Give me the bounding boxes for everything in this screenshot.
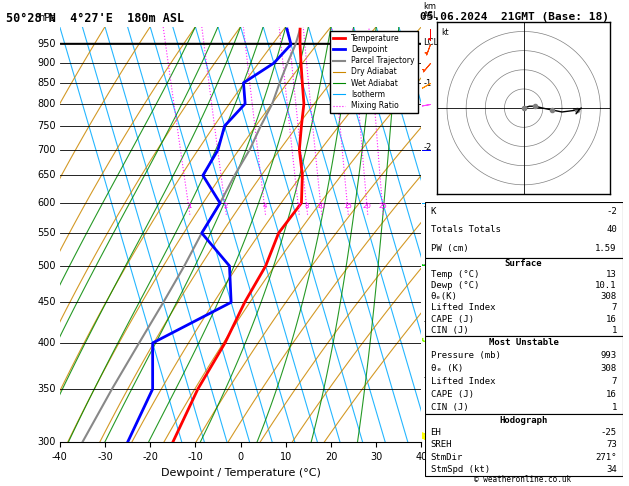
Text: 2: 2 — [223, 203, 228, 209]
Text: 13: 13 — [606, 270, 617, 279]
Text: 800: 800 — [38, 99, 56, 109]
Text: 750: 750 — [38, 121, 56, 131]
Text: CAPE (J): CAPE (J) — [430, 314, 474, 324]
Text: K: K — [430, 207, 436, 215]
Text: 10.1: 10.1 — [595, 281, 617, 290]
Text: Surface: Surface — [505, 259, 542, 268]
Text: -3: -3 — [423, 202, 431, 211]
Text: 50°28'N  4°27'E  180m ASL: 50°28'N 4°27'E 180m ASL — [6, 12, 184, 25]
Bar — [425, 258, 623, 336]
Text: 15: 15 — [343, 203, 352, 209]
Text: StmSpd (kt): StmSpd (kt) — [430, 465, 489, 474]
Text: StmDir: StmDir — [430, 452, 463, 462]
Text: -2: -2 — [606, 207, 617, 215]
Text: LCL: LCL — [423, 38, 438, 47]
Text: 600: 600 — [38, 198, 56, 208]
Text: 650: 650 — [38, 171, 56, 180]
Text: 25: 25 — [378, 203, 387, 209]
Text: Totals Totals: Totals Totals — [430, 225, 501, 234]
Text: θₑ(K): θₑ(K) — [430, 292, 457, 301]
Text: EH: EH — [430, 428, 442, 437]
Text: PW (cm): PW (cm) — [430, 244, 468, 253]
Text: -6: -6 — [423, 373, 431, 382]
Text: -7: -7 — [423, 429, 431, 438]
Text: Dewp (°C): Dewp (°C) — [430, 281, 479, 290]
Text: 40: 40 — [606, 225, 617, 234]
Text: 993: 993 — [601, 351, 617, 360]
Text: θₑ (K): θₑ (K) — [430, 364, 463, 373]
Text: 1.59: 1.59 — [595, 244, 617, 253]
Text: -5: -5 — [423, 317, 431, 326]
Text: 20: 20 — [363, 203, 372, 209]
Text: -4: -4 — [423, 260, 431, 269]
Text: 8: 8 — [304, 203, 309, 209]
Text: 16: 16 — [606, 390, 617, 399]
Text: Lifted Index: Lifted Index — [430, 303, 495, 312]
Text: km
ASL: km ASL — [423, 2, 439, 20]
Text: 10: 10 — [316, 203, 326, 209]
Bar — [425, 336, 623, 414]
Text: 7: 7 — [296, 203, 301, 209]
Text: 1: 1 — [611, 326, 617, 335]
Text: 1: 1 — [611, 403, 617, 412]
Text: 16: 16 — [606, 314, 617, 324]
Text: 900: 900 — [38, 58, 56, 68]
Text: Lifted Index: Lifted Index — [430, 377, 495, 386]
Text: 850: 850 — [38, 78, 56, 88]
Text: -1: -1 — [423, 79, 431, 88]
Text: 550: 550 — [38, 228, 56, 238]
Text: 7: 7 — [611, 377, 617, 386]
Text: 308: 308 — [601, 292, 617, 301]
Text: 1: 1 — [187, 203, 191, 209]
Text: 7: 7 — [611, 303, 617, 312]
Text: kt: kt — [441, 28, 449, 36]
Text: 350: 350 — [38, 384, 56, 394]
Text: Pressure (mb): Pressure (mb) — [430, 351, 501, 360]
Text: 950: 950 — [38, 39, 56, 50]
Text: 300: 300 — [38, 437, 56, 447]
Text: hPa: hPa — [38, 13, 56, 22]
Text: CIN (J): CIN (J) — [430, 326, 468, 335]
Text: SREH: SREH — [430, 440, 452, 450]
Text: Most Unstable: Most Unstable — [489, 338, 559, 347]
Text: Temp (°C): Temp (°C) — [430, 270, 479, 279]
Text: Hodograph: Hodograph — [499, 416, 548, 425]
Text: 34: 34 — [606, 465, 617, 474]
Text: 4: 4 — [262, 203, 267, 209]
Text: CAPE (J): CAPE (J) — [430, 390, 474, 399]
Text: © weatheronline.co.uk: © weatheronline.co.uk — [474, 474, 571, 484]
Text: 400: 400 — [38, 338, 56, 348]
Text: 700: 700 — [38, 145, 56, 155]
Text: 05.06.2024  21GMT (Base: 18): 05.06.2024 21GMT (Base: 18) — [420, 12, 609, 22]
Legend: Temperature, Dewpoint, Parcel Trajectory, Dry Adiabat, Wet Adiabat, Isotherm, Mi: Temperature, Dewpoint, Parcel Trajectory… — [330, 31, 418, 113]
Text: 73: 73 — [606, 440, 617, 450]
Bar — [425, 202, 623, 258]
Text: -25: -25 — [601, 428, 617, 437]
Text: 500: 500 — [38, 261, 56, 271]
Text: 308: 308 — [601, 364, 617, 373]
Text: CIN (J): CIN (J) — [430, 403, 468, 412]
Text: 271°: 271° — [595, 452, 617, 462]
X-axis label: Dewpoint / Temperature (°C): Dewpoint / Temperature (°C) — [160, 468, 321, 478]
Text: -2: -2 — [423, 143, 431, 152]
Text: 450: 450 — [38, 297, 56, 307]
Bar — [425, 414, 623, 475]
